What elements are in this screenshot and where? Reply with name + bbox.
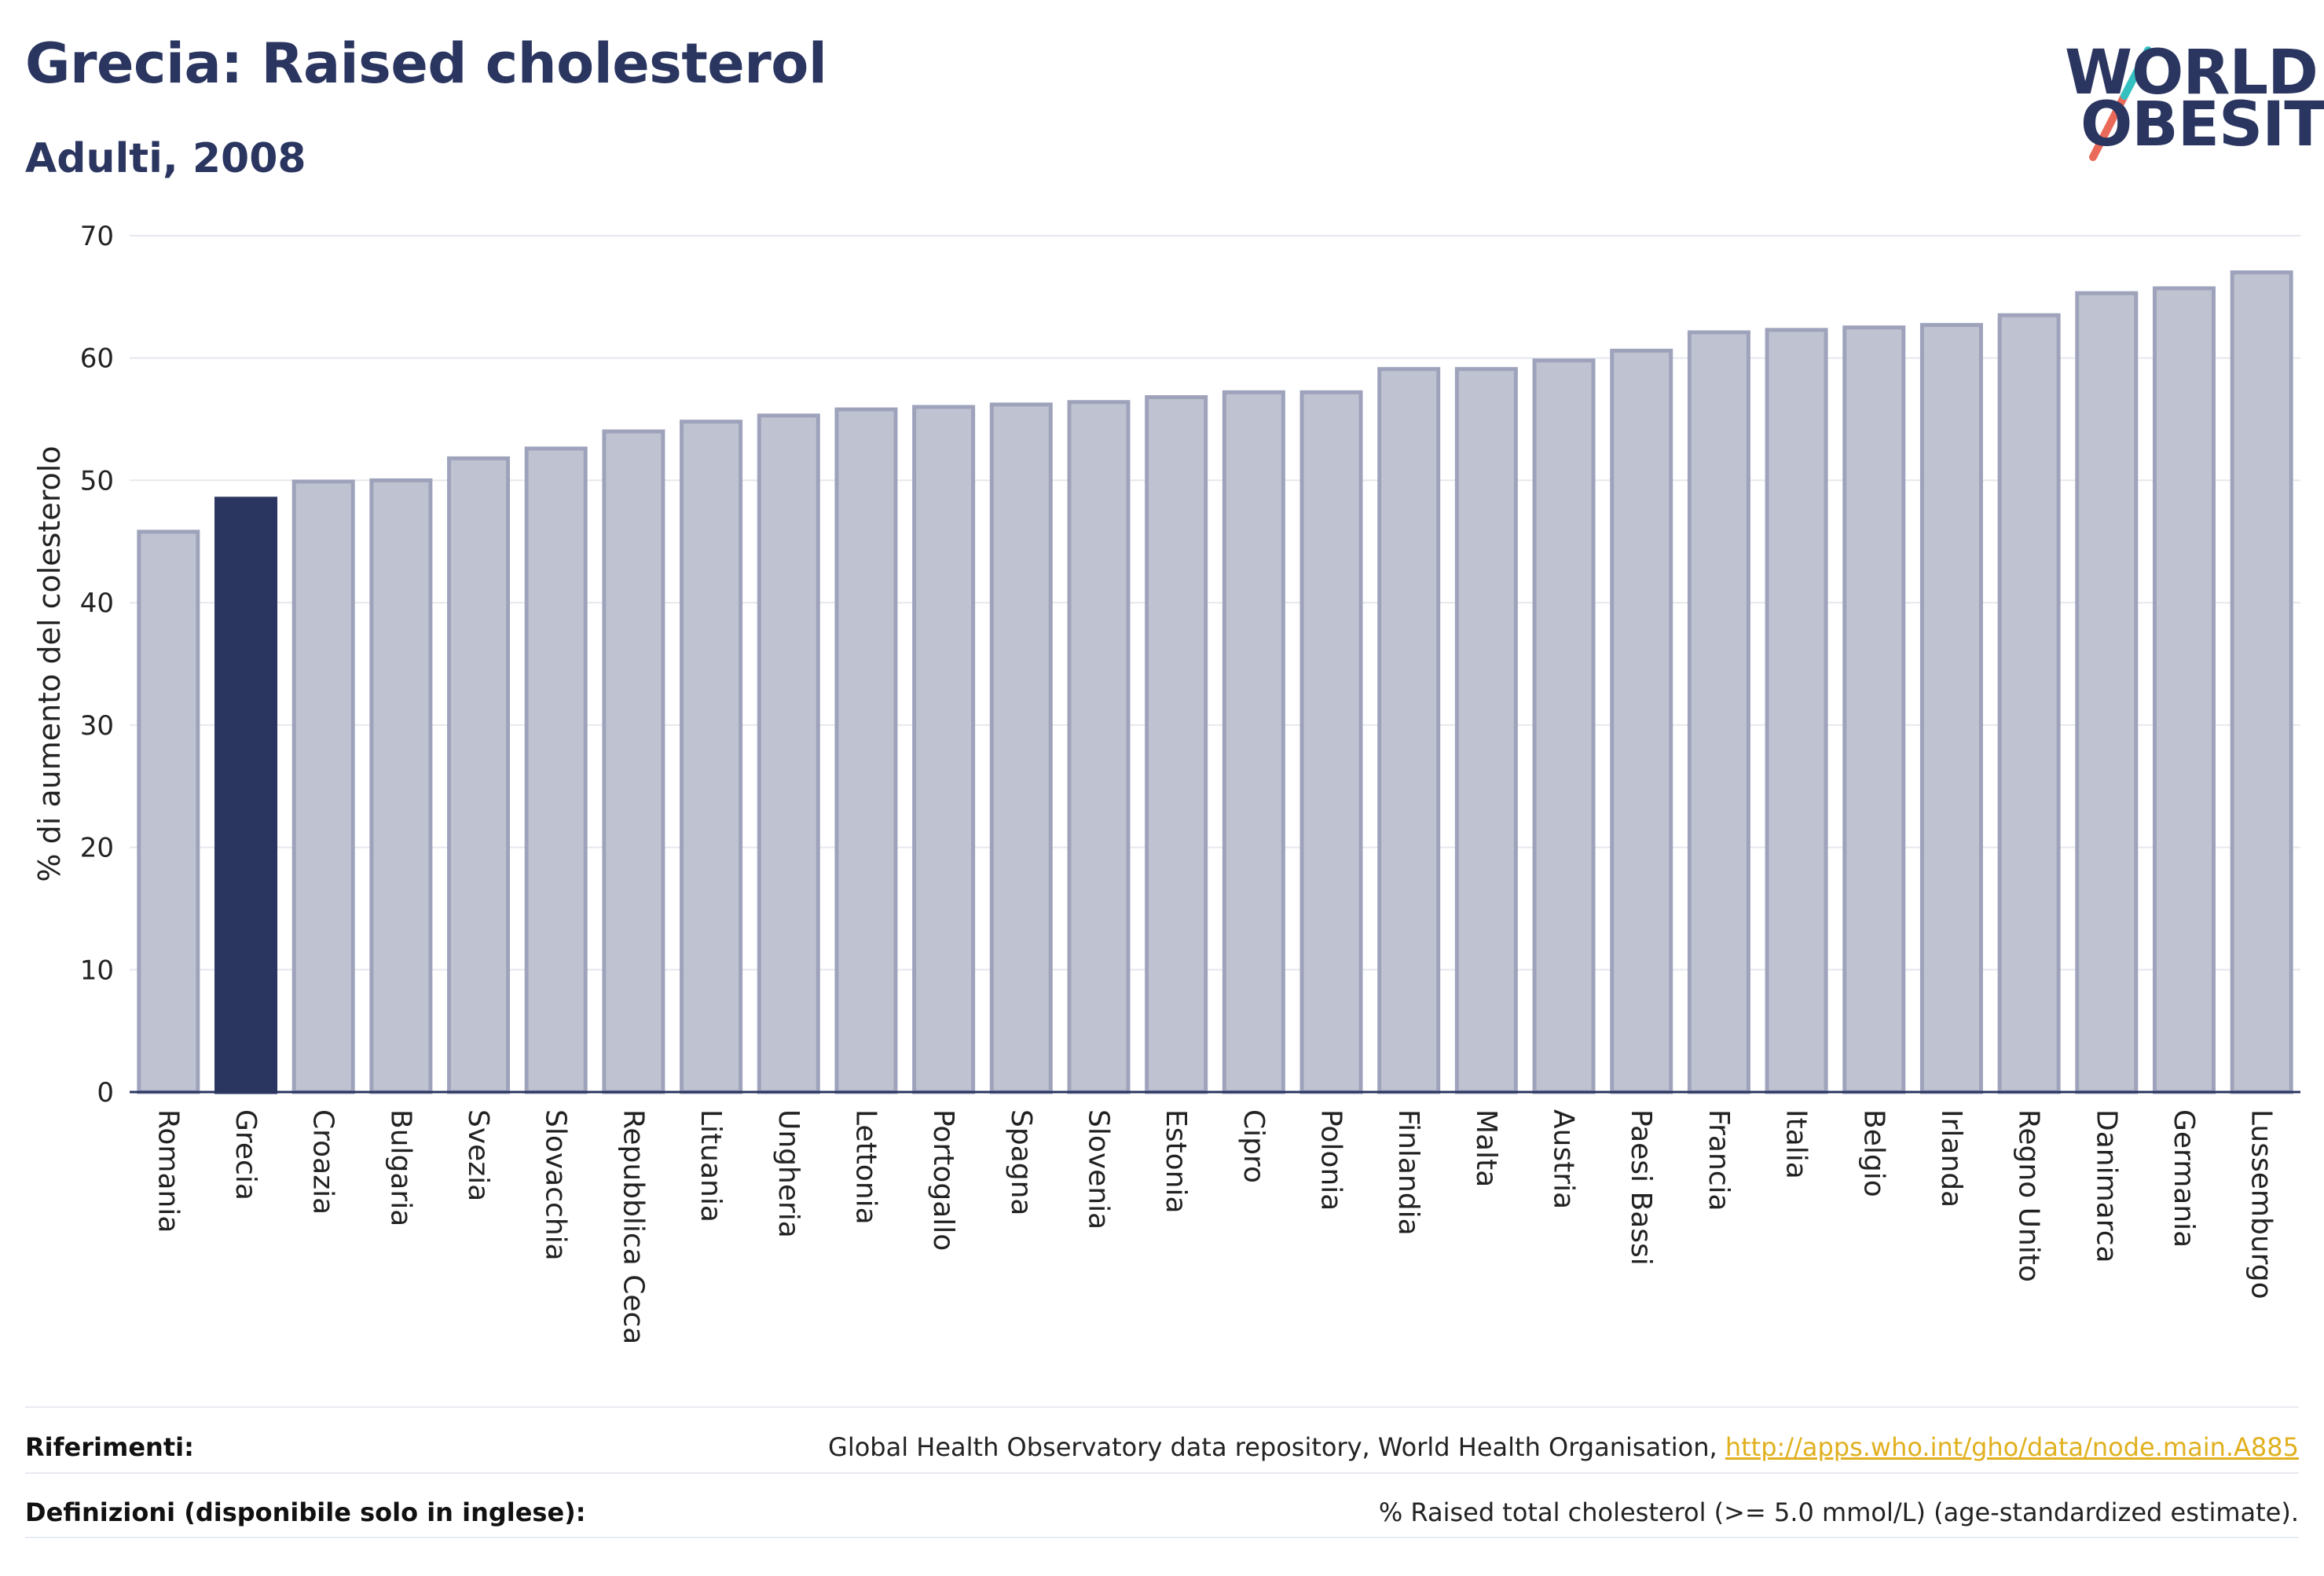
x-tick-label: Bulgaria — [384, 1109, 416, 1226]
bar — [369, 478, 433, 1094]
world-obesity-logo: WORLD OBESITY — [2043, 20, 2324, 170]
bar — [757, 413, 820, 1094]
bar — [1997, 313, 2061, 1094]
x-tick-label: Belgio — [1857, 1109, 1890, 1197]
bar-chart: 0 10 20 30 40 50 60 70 % di aumento del colester… — [32, 221, 2300, 1344]
bar — [524, 446, 588, 1094]
x-tick-label: Svezia — [462, 1109, 494, 1201]
x-tick-label: Francia — [1703, 1109, 1735, 1211]
references-value: Global Health Observatory data repositor… — [828, 1432, 2299, 1462]
y-tick-label: 30 — [80, 710, 114, 742]
bar — [1145, 395, 1208, 1094]
bar — [1765, 328, 1828, 1094]
x-tick-label: Germania — [2168, 1109, 2200, 1248]
bar — [1222, 390, 1285, 1094]
definitions-row: Definizioni (disponibile solo in inglese… — [25, 1489, 2299, 1536]
divider — [25, 1472, 2299, 1474]
x-tick-label: Cipro — [1237, 1109, 1270, 1183]
x-tick-label: Grecia — [229, 1109, 262, 1200]
chart-title: Grecia: Raised cholesterol — [25, 31, 827, 96]
references-link[interactable]: http://apps.who.int/gho/data/node.main.A… — [1725, 1432, 2299, 1462]
y-tick-label: 0 — [97, 1077, 114, 1109]
divider — [25, 1406, 2299, 1408]
x-tick-label: Slovenia — [1082, 1109, 1114, 1230]
bar — [1842, 325, 1906, 1094]
logo-word-2: OBESITY — [2080, 90, 2324, 160]
x-tick-label: Spagna — [1005, 1109, 1037, 1216]
bar — [1532, 358, 1596, 1094]
bar — [1377, 367, 1441, 1094]
bar — [1919, 323, 1983, 1094]
y-tick-label: 10 — [80, 955, 114, 986]
bar — [680, 420, 743, 1094]
x-tick-label: Lussemburgo — [2245, 1109, 2278, 1299]
x-tick-label: Croazia — [307, 1109, 339, 1215]
references-text: Global Health Observatory data repositor… — [828, 1432, 1717, 1462]
x-tick-label: Polonia — [1315, 1109, 1347, 1211]
logo-word-1: WORLD — [2065, 38, 2319, 108]
x-tick-label: Estonia — [1160, 1109, 1192, 1214]
y-tick-label: 20 — [80, 833, 114, 864]
bar — [291, 479, 355, 1094]
x-tick-label: Italia — [1780, 1109, 1813, 1179]
bar — [1299, 390, 1363, 1094]
y-tick-label: 70 — [80, 221, 114, 252]
bar — [912, 405, 976, 1094]
references-label: Riferimenti: — [25, 1432, 194, 1462]
x-tick-label: Paesi Bassi — [1625, 1109, 1657, 1266]
bar — [602, 429, 665, 1094]
x-tick-label: Romania — [152, 1109, 184, 1233]
x-tick-label: Malta — [1470, 1109, 1502, 1187]
chart-subtitle: Adulti, 2008 — [25, 135, 306, 182]
references-row: Riferimenti: Global Health Observatory d… — [25, 1424, 2299, 1471]
divider — [25, 1537, 2299, 1538]
x-tick-label: Finlandia — [1392, 1109, 1424, 1236]
x-tick-label: Austria — [1548, 1109, 1580, 1209]
bar — [137, 530, 200, 1094]
x-tick-label: Danimarca — [2090, 1109, 2122, 1263]
x-tick-label: Regno Unito — [2013, 1109, 2045, 1282]
logo-slash-icon — [2089, 46, 2152, 161]
definitions-text: % Raised total cholesterol (>= 5.0 mmol/… — [1378, 1497, 2299, 1527]
bar — [1067, 400, 1131, 1094]
x-tick-label: Lituania — [695, 1109, 727, 1222]
bar — [1687, 330, 1750, 1094]
y-tick-label: 60 — [80, 343, 114, 375]
bar — [2152, 286, 2216, 1094]
y-tick-label: 40 — [80, 588, 114, 619]
bar — [1610, 348, 1673, 1094]
x-tick-label: Repubblica Ceca — [617, 1109, 649, 1344]
bar — [447, 456, 511, 1094]
bar — [989, 402, 1053, 1094]
x-tick-label: Lettonia — [849, 1109, 882, 1225]
y-axis-label: % di aumento del colesterolo — [32, 445, 67, 881]
definitions-label: Definizioni (disponibile solo in inglese… — [25, 1497, 586, 1527]
x-tick-label: Portogallo — [927, 1109, 959, 1251]
bar — [214, 497, 278, 1094]
x-tick-label: Irlanda — [1935, 1109, 1967, 1208]
bar — [834, 407, 898, 1094]
bar — [2230, 270, 2293, 1094]
bar — [2075, 291, 2139, 1094]
y-tick-label: 50 — [80, 465, 114, 497]
x-tick-label: Ungheria — [772, 1109, 805, 1238]
x-tick-label: Slovacchia — [540, 1109, 572, 1261]
bar — [1454, 367, 1518, 1094]
